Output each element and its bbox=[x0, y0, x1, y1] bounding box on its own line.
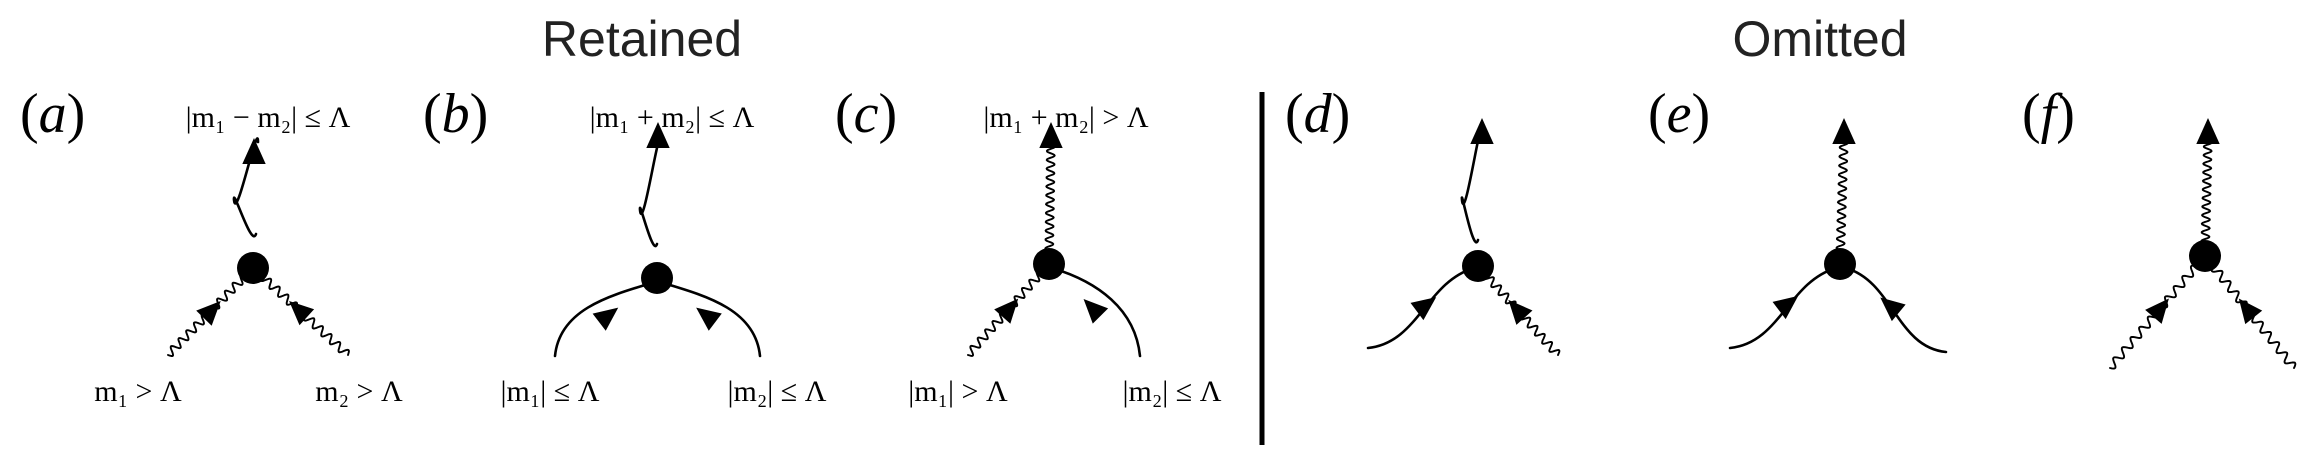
vertex-dot bbox=[237, 252, 269, 284]
panel-label-f: (f) bbox=[2022, 83, 2075, 145]
vertex-dot bbox=[641, 262, 673, 294]
outgoing-solid-line bbox=[1460, 127, 1484, 244]
right-incoming-solid-line bbox=[1050, 266, 1142, 358]
arrowhead bbox=[1039, 122, 1063, 148]
vertex-e bbox=[1728, 118, 1948, 354]
panel-b-left-label: |m₁| ≤ Λ bbox=[500, 375, 599, 408]
arrowhead bbox=[994, 298, 1019, 324]
vertex-dot bbox=[1033, 248, 1065, 280]
panel-c-right-label: |m₂| ≤ Λ bbox=[1122, 375, 1221, 408]
right-incoming-solid-line bbox=[658, 280, 762, 358]
arrowhead bbox=[1470, 118, 1494, 144]
arrowhead bbox=[196, 301, 221, 326]
vertex-dot bbox=[1462, 250, 1494, 282]
vertex-d bbox=[1366, 118, 1561, 356]
arrowhead bbox=[242, 138, 266, 164]
panel-c-left-label: |m₁| > Λ bbox=[908, 375, 1008, 408]
arrowhead bbox=[696, 307, 722, 331]
arrowhead bbox=[1832, 118, 1856, 144]
vertex-b bbox=[553, 122, 762, 358]
panel-b-top-label: |m₁ + m₂| ≤ Λ bbox=[590, 101, 755, 134]
left-incoming-solid-line bbox=[553, 280, 657, 358]
arrowhead bbox=[1083, 298, 1109, 324]
arrowhead bbox=[1508, 299, 1533, 325]
vertex-f bbox=[2109, 118, 2297, 370]
arrowhead bbox=[592, 307, 619, 331]
vertex-dot bbox=[2189, 240, 2221, 272]
arrowhead bbox=[2145, 298, 2169, 324]
arrowhead bbox=[2196, 118, 2220, 144]
panel-label-c: (c) bbox=[835, 83, 897, 145]
panel-label-e: (e) bbox=[1648, 83, 1710, 145]
vertex-dot bbox=[1824, 248, 1856, 280]
arrowhead bbox=[1880, 297, 1906, 322]
arrowhead bbox=[2238, 298, 2263, 325]
outgoing-wavy-line bbox=[2200, 135, 2213, 257]
outgoing-wavy-line bbox=[1044, 139, 1056, 265]
panel-label-b: (b) bbox=[423, 83, 488, 145]
arrowhead bbox=[1410, 297, 1437, 321]
outgoing-wavy-line bbox=[1835, 135, 1849, 265]
heading-retained: Retained bbox=[542, 11, 742, 67]
panel-label-a: (a) bbox=[20, 83, 85, 145]
arrowhead bbox=[289, 301, 315, 326]
panel-b-right-label: |m₂| ≤ Λ bbox=[727, 375, 826, 408]
outgoing-solid-line bbox=[638, 139, 662, 248]
heading-omitted: Omitted bbox=[1732, 11, 1907, 67]
arrowhead bbox=[1772, 295, 1799, 320]
panel-c-top-label: |m₁ + m₂| > Λ bbox=[983, 101, 1148, 134]
arrowhead bbox=[646, 122, 670, 148]
panel-a-right-label: m₂ > Λ bbox=[315, 375, 403, 408]
vertex-c bbox=[967, 122, 1142, 358]
panel-a-left-label: m₁ > Λ bbox=[94, 375, 182, 408]
panel-a-top-label: |m₁ − m₂| ≤ Λ bbox=[186, 101, 351, 134]
vertex-a bbox=[167, 137, 350, 358]
panel-label-d: (d) bbox=[1285, 83, 1350, 145]
